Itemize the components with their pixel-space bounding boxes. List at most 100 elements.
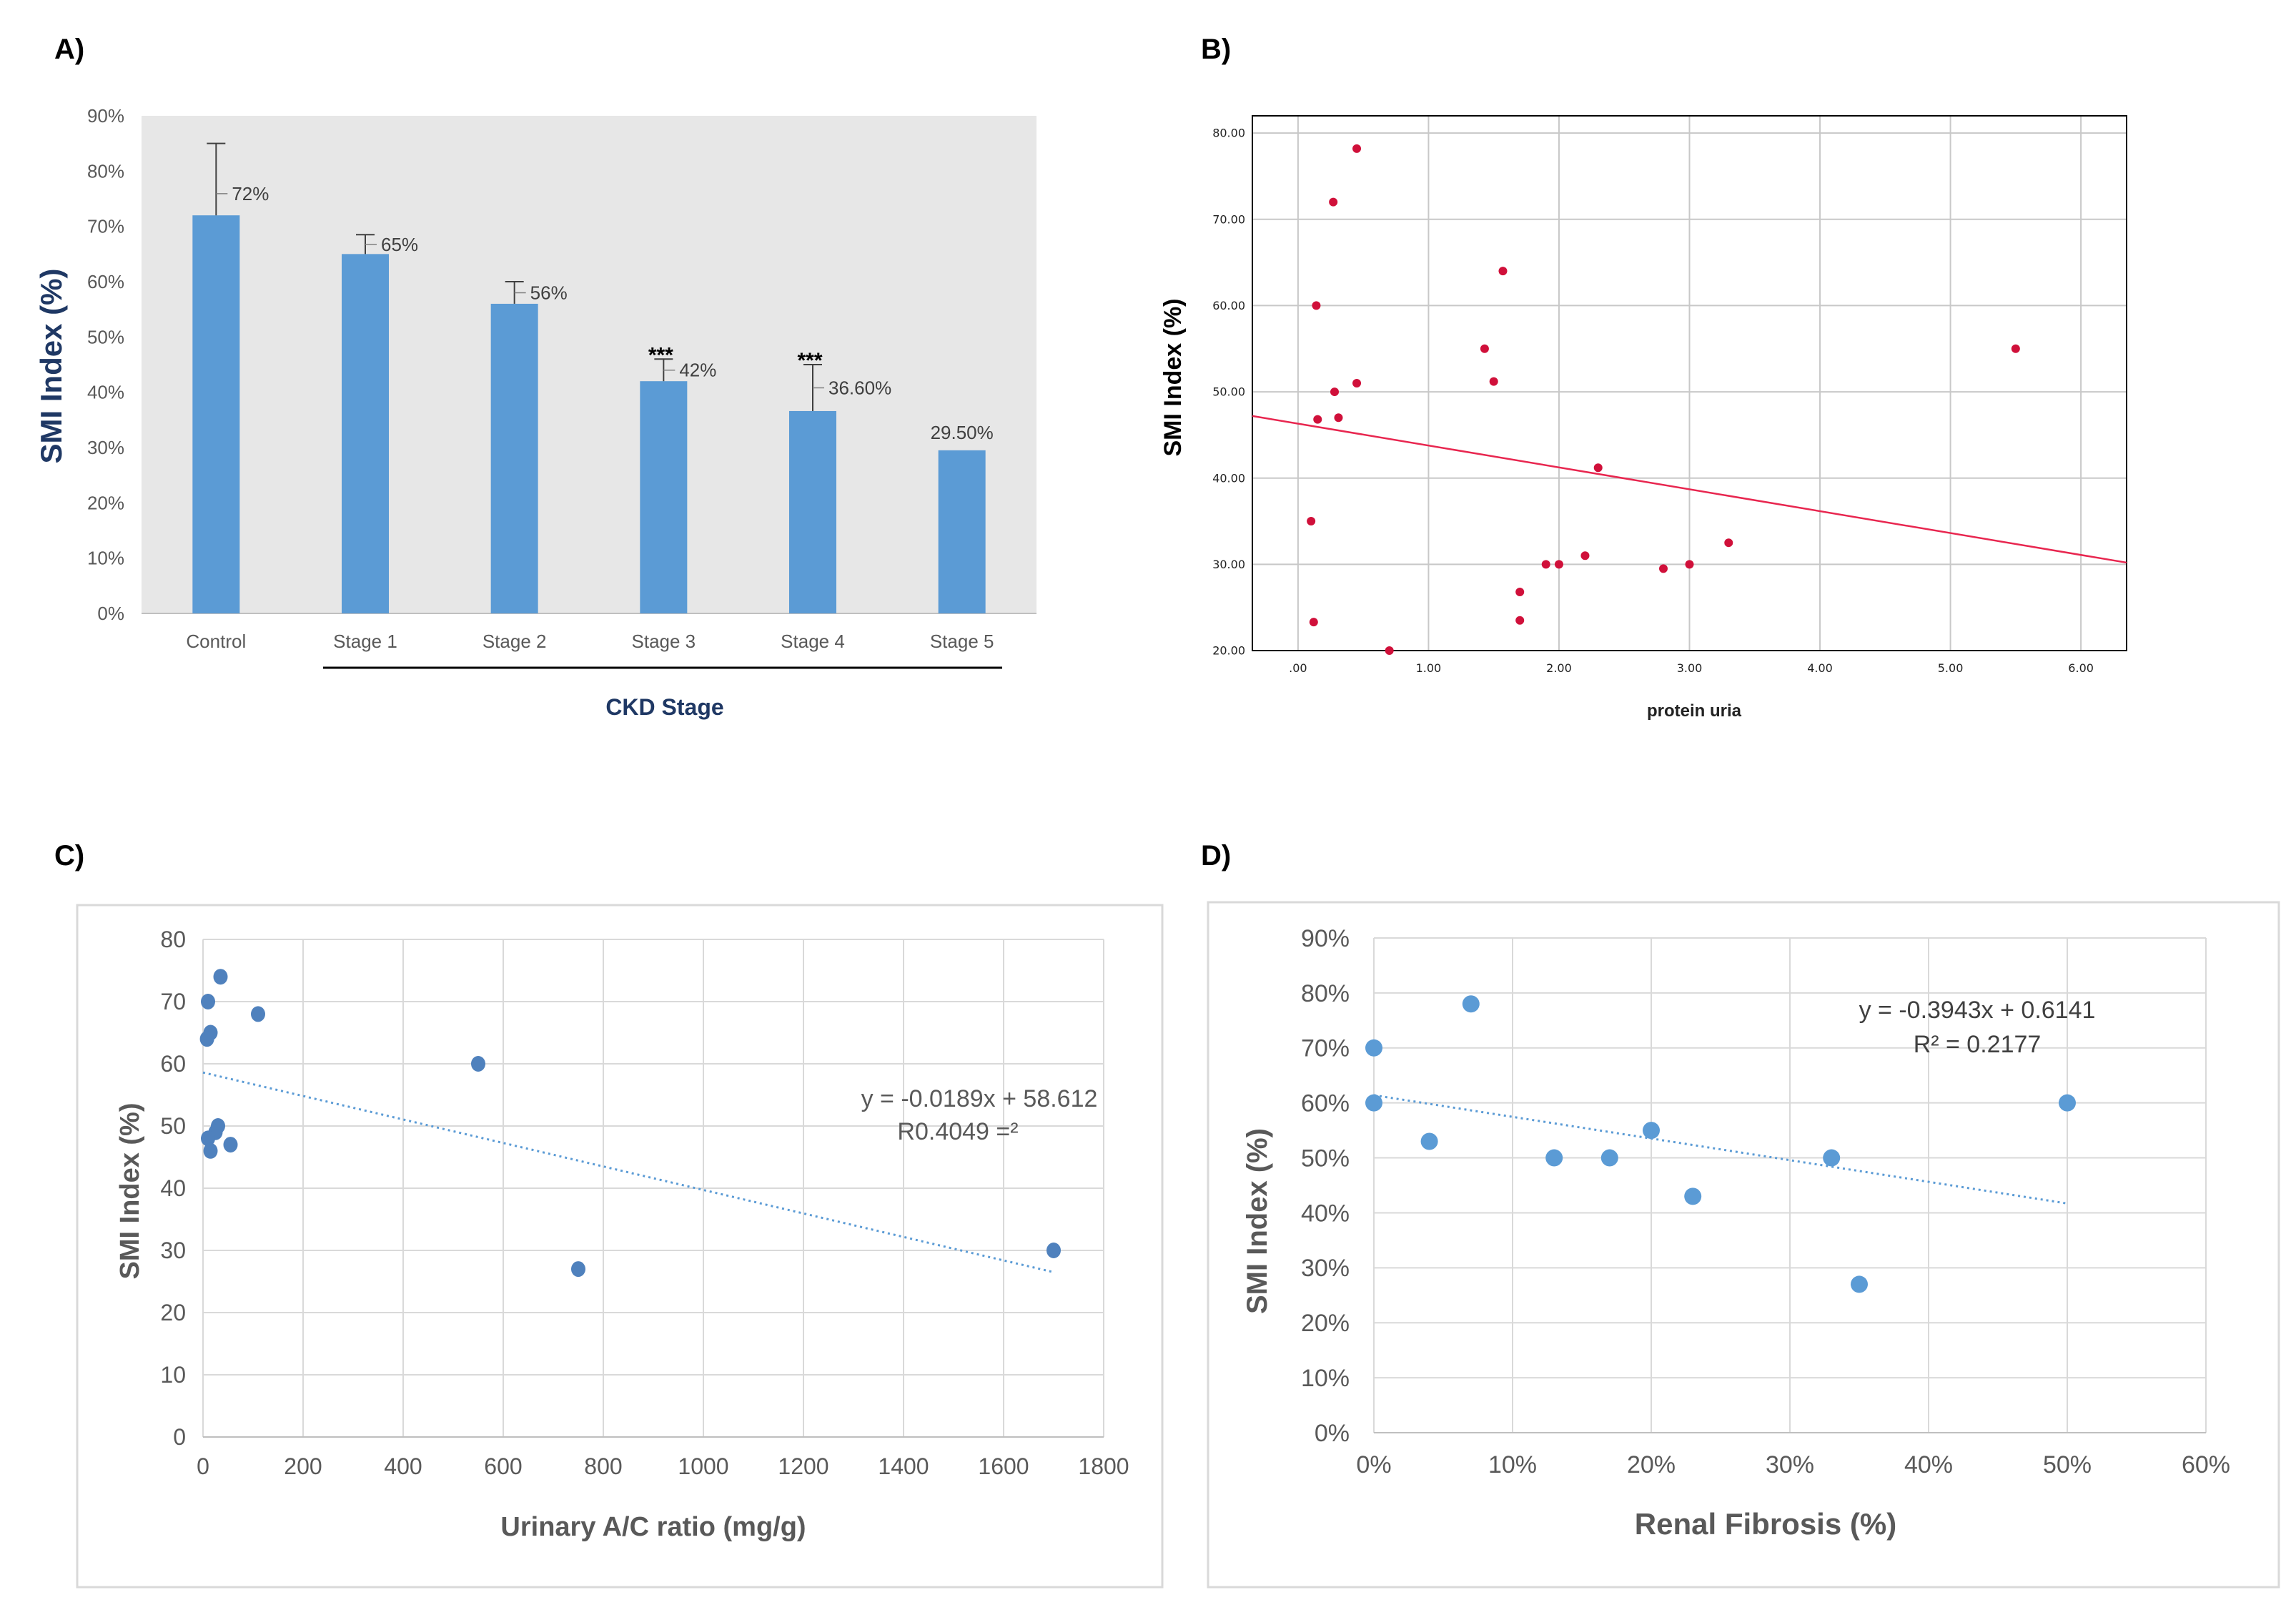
plot-frame [1252,115,2127,651]
bar [789,410,836,613]
y-tick-label: 70% [87,216,124,237]
data-point [1724,538,1733,548]
y-tick-label: 40 [160,1175,186,1201]
y-tick-label: 80% [87,160,124,182]
x-tick-label: 6.00 [2068,661,2094,675]
y-tick-label: 20% [1301,1310,1350,1337]
r-squared-label: R² = 0.2177 [1914,1031,2042,1058]
x-tick-label: .00 [1289,661,1307,675]
x-tick-label: 5.00 [1938,661,1964,675]
data-point [1385,646,1394,655]
significance-marker: *** [648,343,673,367]
x-tick-label: 50% [2043,1451,2092,1478]
data-label: 56% [530,282,568,303]
x-tick-label: Stage 1 [333,631,397,652]
data-point [203,1142,218,1159]
significance-marker: *** [797,349,822,372]
y-tick-label: 60% [87,271,124,292]
data-point [1046,1243,1061,1258]
x-axis-title: protein uria [1647,701,1742,721]
x-tick-label: Stage 5 [930,631,994,652]
data-point [1823,1149,1841,1167]
y-tick-label: 80% [1301,980,1350,1007]
x-tick-label: 40% [1904,1451,1953,1478]
y-tick-label: 50 [160,1113,186,1139]
x-tick-label: 1600 [978,1453,1029,1479]
y-axis-title: SMI Index (%) [34,268,68,463]
x-tick-label: 800 [584,1453,622,1479]
y-tick-label: 70.00 [1212,212,1245,226]
data-point [2059,1094,2076,1112]
x-axis-title: Urinary A/C ratio (mg/g) [500,1512,806,1542]
data-point [199,1031,214,1047]
x-tick-label: 1.00 [1416,661,1442,675]
y-tick-label: 50% [1301,1145,1350,1172]
y-tick-label: 0 [173,1424,186,1450]
y-tick-label: 0% [97,603,124,624]
data-point [1600,1149,1618,1167]
data-point [1685,560,1694,569]
bar [192,215,240,613]
x-tick-label: 4.00 [1807,661,1833,675]
y-axis-title: SMI Index (%) [1242,1128,1273,1314]
y-tick-label: 30% [1301,1255,1350,1282]
data-point [1515,616,1525,625]
y-tick-label: 50% [87,326,124,347]
data-point [1309,618,1318,627]
bar [490,303,538,613]
plot-area-background [142,116,1036,613]
data-point [1334,413,1343,423]
y-tick-label: 20 [160,1300,186,1325]
data-point [1307,517,1316,526]
data-point [571,1261,585,1278]
x-axis-title: CKD Stage [605,694,723,720]
y-tick-label: 70% [1301,1035,1350,1062]
bar [640,381,688,613]
y-tick-label: 80.00 [1212,127,1245,140]
data-label: 72% [232,183,269,204]
bar [342,254,389,613]
data-point [1462,995,1480,1013]
x-tick-label: 1000 [678,1453,728,1479]
data-point [1658,564,1668,573]
data-point [213,969,228,985]
data-label: 29.50% [931,422,994,443]
data-point [1352,144,1362,153]
trendline [1373,1094,2068,1205]
data-point [471,1056,485,1072]
x-tick-label: Stage 2 [483,631,547,652]
x-tick-label: 1400 [878,1453,929,1479]
x-tick-label: 2.00 [1546,661,1572,675]
y-tick-label: 60 [160,1051,186,1077]
x-axis-title: Renal Fibrosis (%) [1635,1507,1896,1541]
panel-label-c: C) [54,840,84,871]
x-tick-label: 30% [1766,1451,1814,1478]
y-tick-label: 80 [160,927,186,952]
data-point [1851,1275,1868,1293]
bar [938,450,986,613]
y-axis-title: SMI Index (%) [115,1102,145,1279]
y-tick-label: 30.00 [1212,558,1245,571]
panel-a-bar-chart: 0% 10% 20% 30% 40% 50% 60% 70% 80% 90% 72% 65% 56% 4… [34,105,1036,720]
y-tick-label: 20% [87,492,124,513]
data-label: 65% [381,234,418,255]
y-tick-label: 0% [1315,1420,1350,1447]
data-point [1330,387,1339,397]
data-point [1352,379,1362,387]
x-tick-label: Stage 3 [632,631,696,652]
chart-border [1207,901,2280,1589]
data-point [1489,377,1498,386]
data-point [1554,560,1563,569]
panel-label-d: D) [1201,840,1231,871]
data-point [1643,1122,1660,1140]
data-point [1420,1132,1438,1150]
data-point [251,1006,265,1022]
x-tick-label: 0 [197,1453,209,1479]
x-tick-label: 600 [484,1453,522,1479]
x-tick-label: 20% [1627,1451,1676,1478]
panel-label-b: B) [1201,34,1231,65]
data-label: 36.60% [828,377,891,398]
x-tick-label: 0% [1356,1451,1391,1478]
